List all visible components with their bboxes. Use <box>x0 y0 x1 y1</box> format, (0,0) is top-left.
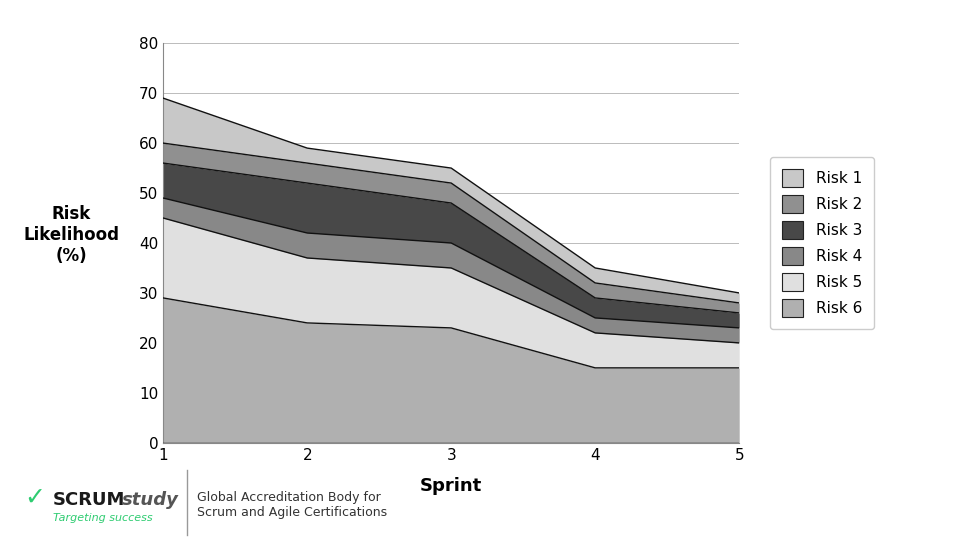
Legend: Risk 1, Risk 2, Risk 3, Risk 4, Risk 5, Risk 6: Risk 1, Risk 2, Risk 3, Risk 4, Risk 5, … <box>770 157 875 329</box>
Text: Global Accreditation Body for: Global Accreditation Body for <box>197 491 380 504</box>
X-axis label: Sprint: Sprint <box>420 476 482 495</box>
Y-axis label: Risk
Likelihood
(%): Risk Likelihood (%) <box>23 205 119 265</box>
Text: Targeting success: Targeting success <box>53 513 153 523</box>
Text: Scrum and Agile Certifications: Scrum and Agile Certifications <box>197 505 387 519</box>
Text: SCRUM: SCRUM <box>53 491 125 509</box>
Text: ✓: ✓ <box>24 486 45 510</box>
Text: study: study <box>122 491 179 509</box>
